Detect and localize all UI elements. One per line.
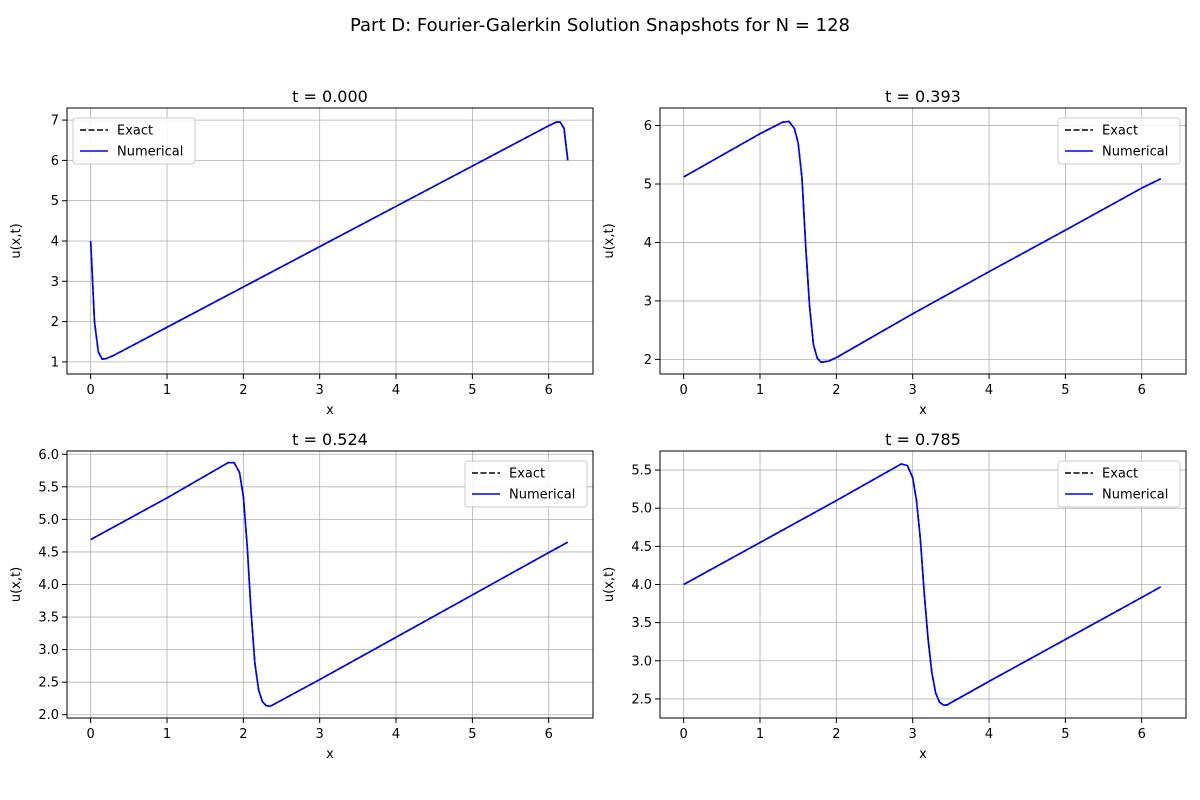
y-axis-label: u(x,t) [602,223,617,258]
subplot-title: t = 0.393 [885,87,961,106]
y-tick-label: 5.5 [631,464,652,479]
x-tick-label: 2 [832,383,840,398]
x-tick-label: 1 [756,727,764,742]
x-tick-label: 5 [1061,383,1069,398]
legend-box [464,460,588,508]
x-tick-label: 4 [985,727,993,742]
y-tick-label: 3 [51,275,59,290]
y-tick-label: 5.0 [38,513,59,528]
y-axis-label: u(x,t) [9,223,24,258]
y-axis-label: u(x,t) [602,567,617,602]
legend-label-numerical: Numerical [117,145,183,160]
y-tick-label: 3 [644,294,652,309]
legend: Exact Numerical [1057,460,1181,508]
y-tick-label: 3.0 [38,643,59,658]
y-tick-label: 2.5 [38,676,59,691]
y-tick-label: 7 [51,114,59,129]
x-tick-label: 0 [680,727,688,742]
x-tick-label: 6 [1138,383,1146,398]
x-tick-label: 1 [163,383,171,398]
x-tick-label: 4 [392,383,400,398]
y-axis-label: u(x,t) [9,567,24,602]
legend-label-numerical: Numerical [1102,145,1168,160]
legend: Exact Numerical [72,117,196,165]
y-tick-label: 4.5 [38,545,59,560]
legend-box [72,117,196,165]
x-tick-label: 5 [468,727,476,742]
axes-frame [66,450,594,719]
figure-title: Part D: Fourier-Galerkin Solution Snapsh… [350,15,850,36]
y-tick-label: 3.0 [631,654,652,669]
series-line-numerical [90,461,569,708]
y-tick-label: 1 [51,355,59,370]
x-tick-label: 6 [545,383,553,398]
subplot-3: 0 1 2 3 4 5 6 2.0 2.5 3.0 3.5 4.0 4.5 5.0 5.5 6.0 t = 0.… [9,430,594,762]
y-tick-label: 2.0 [38,708,59,723]
legend-label-exact: Exact [1102,467,1138,482]
subplot-4: 0 1 2 3 4 5 6 2.5 3.0 3.5 4.0 4.5 5.0 5.5 t = 0.785 x u(… [602,430,1187,762]
subplot-1: 0 1 2 3 4 5 6 1 2 3 4 5 6 7 t = 0.000 x u(x,t) Exact Numer… [9,87,594,418]
x-axis-label: x [919,747,927,762]
legend-label-numerical: Numerical [509,488,575,503]
x-tick-label: 2 [832,727,840,742]
legend: Exact Numerical [1057,117,1181,165]
subplot-2: 0 1 2 3 4 5 6 2 3 4 5 6 t = 0.393 x u(x,t) Exact Numeric… [602,87,1187,418]
y-tick-label: 2 [51,315,59,330]
legend-label-exact: Exact [509,467,545,482]
series-line-numerical [683,463,1162,706]
legend-label-numerical: Numerical [1102,488,1168,503]
x-tick-label: 2 [239,727,247,742]
y-tick-label: 5 [51,194,59,209]
subplot-title: t = 0.524 [292,430,368,449]
x-tick-label: 3 [316,383,324,398]
x-tick-label: 0 [87,383,95,398]
subplot-title: t = 0.000 [292,87,368,106]
x-tick-label: 4 [985,383,993,398]
x-axis-label: x [326,747,334,762]
x-axis-label: x [326,403,334,418]
legend-box [1057,117,1181,165]
x-tick-label: 3 [909,727,917,742]
y-tick-label: 3.5 [38,611,59,626]
y-tick-label: 4.0 [631,578,652,593]
y-tick-label: 2.5 [631,692,652,707]
y-tick-label: 6 [51,154,59,169]
y-tick-label: 3.5 [631,616,652,631]
legend: Exact Numerical [464,460,588,508]
x-tick-label: 3 [316,727,324,742]
x-tick-label: 5 [468,383,476,398]
x-tick-label: 6 [1138,727,1146,742]
y-tick-label: 6.0 [38,448,59,463]
y-tick-label: 5.0 [631,502,652,517]
x-tick-label: 0 [87,727,95,742]
y-tick-label: 4 [51,235,59,250]
y-tick-label: 4 [644,236,652,251]
x-tick-label: 0 [680,383,688,398]
x-tick-label: 2 [239,383,247,398]
x-tick-label: 1 [163,727,171,742]
x-tick-label: 5 [1061,727,1069,742]
x-tick-label: 1 [756,383,764,398]
y-tick-label: 4.0 [38,578,59,593]
y-tick-label: 6 [644,119,652,134]
y-tick-label: 5.5 [38,480,59,495]
series-line-numerical [89,121,569,360]
x-tick-label: 6 [545,727,553,742]
x-axis-label: x [919,403,927,418]
x-tick-label: 3 [909,383,917,398]
axes-frame [659,107,1187,375]
legend-label-exact: Exact [1102,124,1138,139]
legend-label-exact: Exact [117,124,153,139]
x-tick-label: 4 [392,727,400,742]
y-tick-label: 5 [644,178,652,193]
y-tick-label: 4.5 [631,540,652,555]
series-line-numerical [683,120,1162,364]
legend-box [1057,460,1181,508]
axes-frame [659,450,1187,719]
subplot-title: t = 0.785 [885,430,961,449]
axes-frame [66,107,594,375]
y-tick-label: 2 [644,353,652,368]
